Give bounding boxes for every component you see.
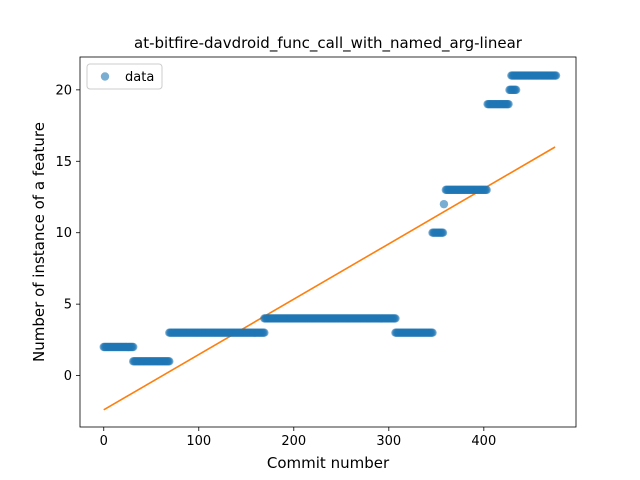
data-point	[440, 200, 448, 208]
legend: data	[87, 64, 162, 89]
y-axis-label: Number of instance of a feature	[30, 122, 48, 362]
data-points-layer	[100, 71, 561, 365]
y-tick-label: 15	[55, 155, 72, 170]
x-axis-label: Commit number	[267, 454, 390, 472]
legend-marker	[101, 72, 109, 80]
y-axis-ticks: 0 5 10 15 20	[55, 83, 80, 384]
y-tick-label: 5	[64, 298, 72, 313]
data-point	[552, 71, 560, 79]
y-tick-label: 20	[55, 83, 72, 98]
data-point	[260, 329, 268, 337]
data-point	[512, 86, 520, 94]
legend-label: data	[125, 70, 154, 85]
data-point	[428, 329, 436, 337]
data-point	[129, 343, 137, 351]
x-tick-label: 400	[471, 434, 496, 449]
x-tick-label: 200	[281, 434, 306, 449]
y-tick-label: 10	[55, 226, 72, 241]
data-point	[482, 186, 490, 194]
x-tick-label: 0	[100, 434, 108, 449]
x-tick-label: 100	[186, 434, 211, 449]
data-point	[504, 100, 512, 108]
chart-title: at-bitfire-davdroid_func_call_with_named…	[134, 34, 523, 53]
data-point	[439, 229, 447, 237]
y-tick-label: 0	[64, 369, 72, 384]
plot-frame	[80, 57, 576, 427]
x-axis-ticks: 0 100 200 300 400	[100, 427, 497, 449]
x-tick-label: 300	[376, 434, 401, 449]
data-point	[165, 357, 173, 365]
data-point	[391, 314, 399, 322]
